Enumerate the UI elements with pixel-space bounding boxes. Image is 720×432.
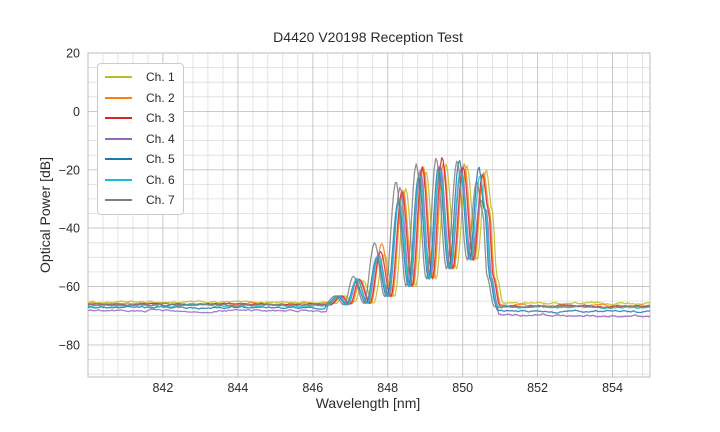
legend-label: Ch. 5 xyxy=(146,152,175,167)
y-tick-label: −60 xyxy=(59,280,80,294)
legend-swatch xyxy=(105,96,132,99)
legend-item-ch-4: Ch. 4 xyxy=(98,129,183,150)
legend-swatch xyxy=(105,76,132,79)
x-tick-labels: 842 844 846 848 850 852 854 xyxy=(152,381,623,395)
legend-swatch xyxy=(105,158,132,161)
x-tick-label: 848 xyxy=(377,381,398,395)
legend: Ch. 1 Ch. 2 Ch. 3 Ch. 4 Ch. 5 Ch. 6 Ch. 7 xyxy=(97,63,184,215)
y-axis-label: Optical Power [dB] xyxy=(37,157,53,273)
y-tick-label: 0 xyxy=(73,105,80,119)
x-tick-label: 842 xyxy=(152,381,173,395)
legend-label: Ch. 2 xyxy=(146,90,175,105)
x-tick-label: 844 xyxy=(227,381,248,395)
legend-item-ch-7: Ch. 7 xyxy=(98,190,183,211)
x-tick-label: 854 xyxy=(602,381,623,395)
legend-swatch xyxy=(105,137,132,140)
y-tick-labels: 20 0 −20 −40 −60 −80 xyxy=(59,47,80,353)
chart-title: D4420 V20198 Reception Test xyxy=(273,29,463,45)
legend-label: Ch. 7 xyxy=(146,193,175,208)
legend-swatch xyxy=(105,199,132,202)
x-tick-label: 850 xyxy=(452,381,473,395)
legend-label: Ch. 4 xyxy=(146,131,175,146)
legend-item-ch-2: Ch. 2 xyxy=(98,88,183,109)
legend-swatch xyxy=(105,178,132,181)
y-tick-label: −80 xyxy=(59,338,80,352)
legend-label: Ch. 6 xyxy=(146,172,175,187)
y-tick-label: −20 xyxy=(59,163,80,177)
legend-label: Ch. 3 xyxy=(146,111,175,126)
x-axis-label: Wavelength [nm] xyxy=(316,395,421,411)
legend-item-ch-3: Ch. 3 xyxy=(98,108,183,129)
legend-label: Ch. 1 xyxy=(146,70,175,85)
legend-swatch xyxy=(105,117,132,120)
series-line-ch-5 xyxy=(88,159,650,314)
legend-item-ch-5: Ch. 5 xyxy=(98,149,183,170)
x-tick-label: 852 xyxy=(527,381,548,395)
legend-item-ch-1: Ch. 1 xyxy=(98,67,183,88)
y-tick-label: 20 xyxy=(66,47,80,61)
legend-item-ch-6: Ch. 6 xyxy=(98,170,183,191)
series-lines xyxy=(88,157,650,318)
series-line-ch-7 xyxy=(88,157,650,309)
x-tick-label: 846 xyxy=(302,381,323,395)
y-tick-label: −40 xyxy=(59,222,80,236)
series-line-ch-6 xyxy=(88,170,650,310)
plot-frame xyxy=(87,52,651,378)
grid-minor xyxy=(88,53,650,377)
